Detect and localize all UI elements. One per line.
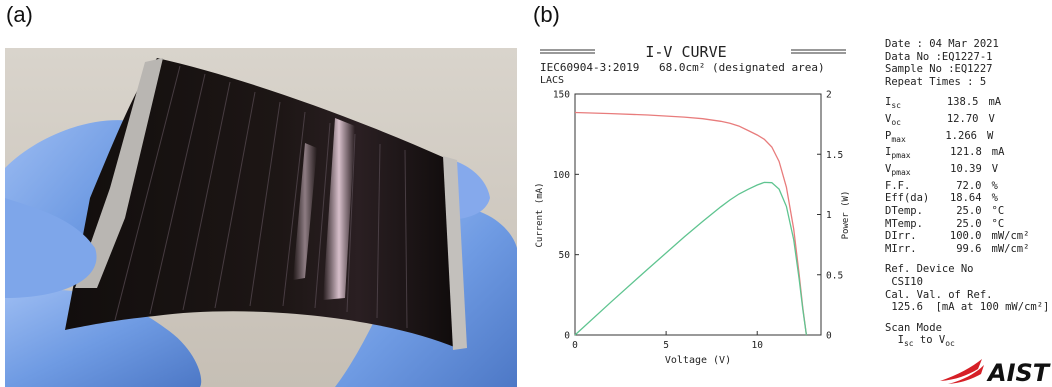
param-unit: W bbox=[986, 129, 994, 142]
ref-device-value: CSI10 bbox=[885, 275, 923, 288]
param-symbol: V bbox=[885, 163, 892, 176]
param-row: F.F. 72.0% bbox=[885, 180, 1052, 193]
cal-label: Cal. Val. of Ref. bbox=[885, 288, 993, 301]
param-row: Vpmax 10.39 V bbox=[885, 163, 1052, 180]
param-value: 25.0 bbox=[956, 217, 982, 230]
param-unit: mW/cm² bbox=[991, 242, 1030, 255]
param-symbol: MIrr. bbox=[885, 242, 917, 255]
param-symbol: DIrr. bbox=[885, 230, 917, 243]
param-row: Pmax 1.266 W bbox=[885, 130, 1052, 147]
param-row: DTemp. 25.0 °C bbox=[885, 205, 1052, 218]
cal-value: 125.6 [mA at 100 mW/cm²] bbox=[885, 301, 1050, 314]
lab-label: LACS bbox=[540, 75, 564, 86]
y-axis-label: Current (mA) bbox=[535, 182, 545, 247]
param-value: 18.64 bbox=[949, 192, 982, 205]
param-unit: mA bbox=[988, 96, 1002, 109]
param-symbol: V bbox=[885, 113, 892, 126]
param-row: MTemp. 25.0 °C bbox=[885, 218, 1052, 231]
param-symbol: I bbox=[885, 146, 892, 159]
scan-mode-value: Isc to Voc bbox=[885, 334, 955, 349]
y-tick-label: 150 bbox=[553, 90, 570, 101]
param-value: 12.70 bbox=[946, 113, 979, 126]
param-unit: V bbox=[991, 163, 999, 176]
area-label: 68.0cm² (designated area) bbox=[659, 61, 825, 74]
aist-logo: AIST bbox=[940, 359, 1051, 387]
param-unit: °C bbox=[991, 217, 1005, 230]
param-subscript: pmax bbox=[891, 168, 911, 178]
y2-tick-label: 0 bbox=[826, 331, 832, 342]
plot-frame bbox=[574, 93, 822, 336]
param-symbol: F.F. bbox=[885, 179, 911, 192]
solar-cell-photo bbox=[5, 48, 517, 387]
panel-label-b: (b) bbox=[533, 2, 560, 27]
y2-axis-label: Power (W) bbox=[841, 191, 851, 240]
y-tick-label: 0 bbox=[564, 331, 570, 342]
param-symbol: DTemp. bbox=[885, 205, 923, 217]
param-subscript: oc bbox=[891, 118, 901, 128]
param-row: Ipmax 121.8 mA bbox=[885, 146, 1052, 163]
param-row: Isc 138.5 mA bbox=[885, 96, 1052, 113]
standard-label: IEC60904-3:2019 bbox=[540, 61, 639, 74]
param-row: Voc 12.70 V bbox=[885, 113, 1052, 130]
y2-tick-label: 1 bbox=[826, 210, 832, 221]
param-unit: % bbox=[991, 179, 998, 192]
param-row: MIrr. 99.6 mW/cm² bbox=[885, 243, 1052, 256]
chart-title: I-V CURVE bbox=[645, 43, 726, 61]
y2-tick-label: 0.5 bbox=[826, 270, 843, 281]
x-axis-label: Voltage (V) bbox=[665, 355, 731, 366]
ref-device-label: Ref. Device No bbox=[885, 263, 974, 276]
y2-tick-label: 1.5 bbox=[826, 150, 843, 161]
param-row: Eff(da) 18.64% bbox=[885, 192, 1052, 205]
param-value: 99.6 bbox=[956, 242, 982, 255]
param-symbol: I bbox=[885, 96, 892, 109]
power-curve bbox=[574, 181, 808, 336]
param-row: DIrr. 100.0 mW/cm² bbox=[885, 230, 1052, 243]
current-curve bbox=[574, 111, 808, 336]
param-unit: mA bbox=[991, 146, 1005, 159]
measurement-info: Date : 04 Mar 2021 Data No :EQ1227-1 Sam… bbox=[885, 38, 1052, 351]
param-value: 72.0 bbox=[956, 179, 982, 192]
param-unit: mW/cm² bbox=[991, 230, 1030, 243]
param-value: 138.5 bbox=[946, 96, 979, 109]
param-symbol: Eff(da) bbox=[885, 192, 930, 205]
param-value: 10.39 bbox=[950, 163, 982, 176]
param-value: 1.266 bbox=[945, 129, 977, 142]
scan-mode-label: Scan Mode bbox=[885, 321, 942, 334]
repeat-line: Repeat Times : 5 bbox=[885, 75, 987, 88]
iv-curve-chart: I-V CURVE IEC60904-3:2019 68.0cm² (desig… bbox=[535, 43, 851, 366]
param-symbol: P bbox=[885, 129, 892, 142]
x-tick-label: 10 bbox=[751, 340, 763, 351]
param-subscript: pmax bbox=[891, 151, 911, 161]
parameter-table: Isc 138.5 mA Voc 12.70 V Pmax 1.266 W Ipmax 121.8 m… bbox=[885, 96, 1052, 255]
sample-no-line: Sample No :EQ1227 bbox=[885, 63, 993, 76]
param-subscript: sc bbox=[891, 101, 901, 111]
param-unit: V bbox=[988, 113, 995, 126]
y-tick-label: 100 bbox=[553, 170, 570, 181]
param-value: 25.0 bbox=[956, 205, 982, 217]
param-value: 121.8 bbox=[950, 146, 982, 159]
y2-tick-label: 2 bbox=[826, 90, 832, 101]
x-tick-label: 0 bbox=[572, 340, 578, 351]
param-value: 100.0 bbox=[949, 230, 982, 243]
x-tick-label: 5 bbox=[663, 340, 669, 351]
param-subscript: max bbox=[891, 134, 906, 144]
svg-text:AIST: AIST bbox=[986, 359, 1051, 387]
param-unit: % bbox=[991, 192, 998, 205]
param-unit: °C bbox=[991, 205, 1005, 217]
panel-label-a: (a) bbox=[6, 2, 33, 27]
param-symbol: MTemp. bbox=[885, 217, 923, 230]
y-tick-label: 50 bbox=[559, 250, 571, 261]
data-no-line: Data No :EQ1227-1 bbox=[885, 50, 993, 63]
date-line: Date : 04 Mar 2021 bbox=[885, 38, 999, 50]
